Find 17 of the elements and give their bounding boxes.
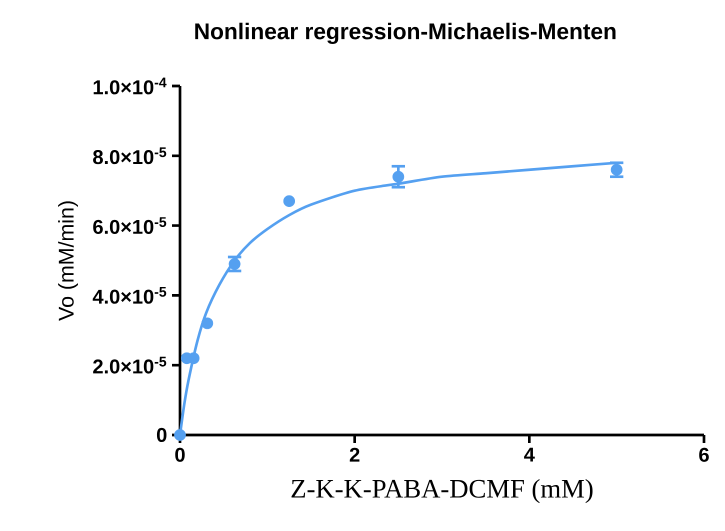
x-tick-label: 6 (699, 448, 709, 462)
point (174, 429, 186, 441)
y-tick-label: 1.0×10$^{-4}$ (94, 78, 167, 94)
x-tick-label: 0 (175, 448, 185, 462)
x-tick-label: 4 (524, 448, 535, 462)
point (201, 317, 214, 330)
point (392, 170, 404, 183)
y-axis-title: Vo (mM/min) (58, 201, 78, 321)
y-tick-label: 6.0×10$^{-5}$ (93, 217, 166, 234)
y-tick-label: 0 (156, 428, 166, 442)
y-tick-label: 4.0×10$^{-5}$ (92, 287, 166, 304)
point (283, 195, 296, 208)
chart-title: Nonlinear regression-Michaelis-Menten (195, 22, 616, 44)
x-axis-title: Z-K-K-PABA-DCMF (mM) (292, 479, 593, 504)
y-tick-label: 8.0×10$^{-5}$ (93, 147, 166, 164)
x-tick-label: 2 (350, 448, 360, 462)
y-tick-label: 2.0×10$^{-5}$ (93, 356, 166, 374)
